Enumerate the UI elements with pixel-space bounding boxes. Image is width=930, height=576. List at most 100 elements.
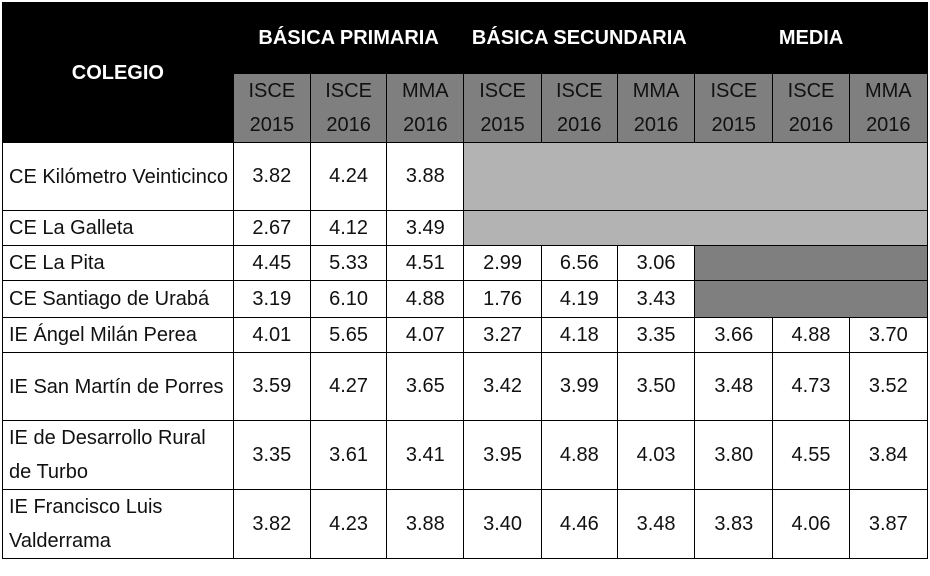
value-cell: 3.06 xyxy=(616,245,696,281)
value-cell: 3.35 xyxy=(232,420,311,490)
value-cell: 4.88 xyxy=(540,420,618,490)
value-cell: 4.07 xyxy=(386,317,465,353)
value-cell: 4.45 xyxy=(232,245,311,281)
sub-header-metric: MMA xyxy=(401,80,449,102)
sub-header-row: ISCE 2015 ISCE 2016 MMA 2016 ISCE 2015 ISCE 2016 M… xyxy=(3,73,929,143)
school-name: IE Ángel Milán Perea xyxy=(2,317,234,353)
table-row: CE La Pita 4.45 5.33 4.51 2.99 6.56 3.06 xyxy=(2,245,928,281)
value-cell: 4.27 xyxy=(309,352,388,421)
sub-header-metric: MMA xyxy=(632,80,680,102)
table-row: CE Santiago de Urabá 3.19 6.10 4.88 1.76 4.19… xyxy=(2,280,928,318)
value-cell: 4.51 xyxy=(386,245,465,281)
empty-cell xyxy=(694,280,928,318)
table-row: CE La Galleta 2.67 4.12 3.49 xyxy=(2,210,928,246)
sub-header-cell: ISCE 2015 xyxy=(694,73,774,143)
value-cell: 3.65 xyxy=(386,352,465,421)
sub-header-year: 2015 xyxy=(480,114,525,136)
sub-header-metric: ISCE xyxy=(325,80,372,102)
value-cell: 4.46 xyxy=(540,489,618,559)
value-cell: 3.19 xyxy=(232,280,311,318)
sub-header-metric: MMA xyxy=(864,80,912,102)
sub-header-year: 2016 xyxy=(866,114,911,136)
value-cell: 4.19 xyxy=(540,280,618,318)
group-header-secundaria: BÁSICA SECUNDARIA xyxy=(463,2,696,74)
value-cell: 2.99 xyxy=(463,245,542,281)
sub-header-metric: ISCE xyxy=(710,80,758,102)
value-cell: 4.88 xyxy=(772,317,850,353)
group-header-media: MEDIA xyxy=(694,2,928,74)
value-cell: 6.10 xyxy=(309,280,388,318)
sub-header-metric: ISCE xyxy=(248,80,296,102)
sub-header-cell: ISCE 2015 xyxy=(232,73,311,143)
value-cell: 3.87 xyxy=(848,489,929,559)
value-cell: 4.12 xyxy=(309,210,388,246)
value-cell: 3.59 xyxy=(232,352,311,421)
value-cell: 3.48 xyxy=(694,352,774,421)
sub-header-cell: ISCE 2016 xyxy=(772,73,850,143)
table-row: CE Kilómetro Veinticinco 3.82 4.24 3.88 xyxy=(2,142,928,211)
value-cell: 4.01 xyxy=(232,317,311,353)
sub-header-year: 2016 xyxy=(557,114,602,136)
value-cell: 3.41 xyxy=(386,420,465,490)
school-name: CE La Galleta xyxy=(2,210,234,246)
value-cell: 3.50 xyxy=(616,352,696,421)
value-cell: 2.67 xyxy=(232,210,311,246)
value-cell: 3.43 xyxy=(616,280,696,318)
sub-header-cell: MMA 2016 xyxy=(848,73,929,143)
group-header-row: COLEGIO BÁSICA PRIMARIA BÁSICA SECUNDARI… xyxy=(2,2,928,143)
value-cell: 3.40 xyxy=(463,489,542,559)
sub-header-metric: ISCE xyxy=(555,80,603,102)
value-cell: 4.18 xyxy=(540,317,618,353)
value-cell: 4.23 xyxy=(309,489,388,559)
sub-header-year: 2015 xyxy=(711,114,757,136)
value-cell: 1.76 xyxy=(463,280,542,318)
results-table: COLEGIO BÁSICA PRIMARIA BÁSICA SECUNDARI… xyxy=(2,2,929,559)
value-cell: 3.80 xyxy=(694,420,774,490)
table-row: IE de Desarrollo Rural de Turbo 3.35 3.61 3… xyxy=(2,420,929,490)
value-cell: 3.49 xyxy=(386,210,465,246)
value-cell: 3.70 xyxy=(848,317,929,353)
table-row: IE Francisco Luis Valderrama 3.82 4.23 3.88… xyxy=(2,489,929,559)
sub-header-year: 2016 xyxy=(788,114,834,136)
sub-header-cell: ISCE 2016 xyxy=(540,73,618,143)
value-cell: 4.06 xyxy=(772,489,850,559)
value-cell: 4.24 xyxy=(309,142,388,211)
value-cell: 4.88 xyxy=(386,280,465,318)
sub-header-cell: MMA 2016 xyxy=(616,73,696,143)
school-name: IE San Martín de Porres xyxy=(2,352,234,421)
school-name: CE La Pita xyxy=(2,245,234,281)
value-cell: 3.83 xyxy=(694,489,774,559)
value-cell: 4.03 xyxy=(616,420,696,490)
school-name: IE de Desarrollo Rural de Turbo xyxy=(2,420,234,490)
value-cell: 3.61 xyxy=(309,420,388,490)
value-cell: 3.84 xyxy=(848,420,929,490)
value-cell: 3.99 xyxy=(540,352,618,421)
value-cell: 3.52 xyxy=(848,352,929,421)
group-header-primaria: BÁSICA PRIMARIA xyxy=(232,2,465,74)
value-cell: 5.65 xyxy=(309,317,388,353)
sub-header-year: 2016 xyxy=(633,114,679,136)
school-name: CE Kilómetro Veinticinco xyxy=(2,142,234,211)
colegio-header: COLEGIO xyxy=(2,2,234,143)
sub-header-year: 2016 xyxy=(403,114,448,136)
school-name: CE Santiago de Urabá xyxy=(2,280,234,318)
sub-header-cell: MMA 2016 xyxy=(386,73,465,143)
empty-cell xyxy=(463,142,928,211)
table-row: IE Ángel Milán Perea 4.01 5.65 4.07 3.27 4.18… xyxy=(2,317,929,353)
value-cell: 3.82 xyxy=(232,489,311,559)
value-cell: 3.42 xyxy=(463,352,542,421)
empty-cell xyxy=(694,245,928,281)
school-name: IE Francisco Luis Valderrama xyxy=(2,489,234,559)
sub-header-metric: ISCE xyxy=(787,80,835,102)
value-cell: 3.35 xyxy=(616,317,696,353)
value-cell: 3.88 xyxy=(386,142,465,211)
value-cell: 3.95 xyxy=(463,420,542,490)
value-cell: 5.33 xyxy=(309,245,388,281)
value-cell: 3.48 xyxy=(616,489,696,559)
value-cell: 3.82 xyxy=(232,142,311,211)
empty-cell xyxy=(463,210,928,246)
table-row: IE San Martín de Porres 3.59 4.27 3.65 3.42 3… xyxy=(2,352,929,421)
sub-header-year: 2015 xyxy=(249,114,295,136)
sub-header-metric: ISCE xyxy=(479,80,526,102)
value-cell: 4.55 xyxy=(772,420,850,490)
